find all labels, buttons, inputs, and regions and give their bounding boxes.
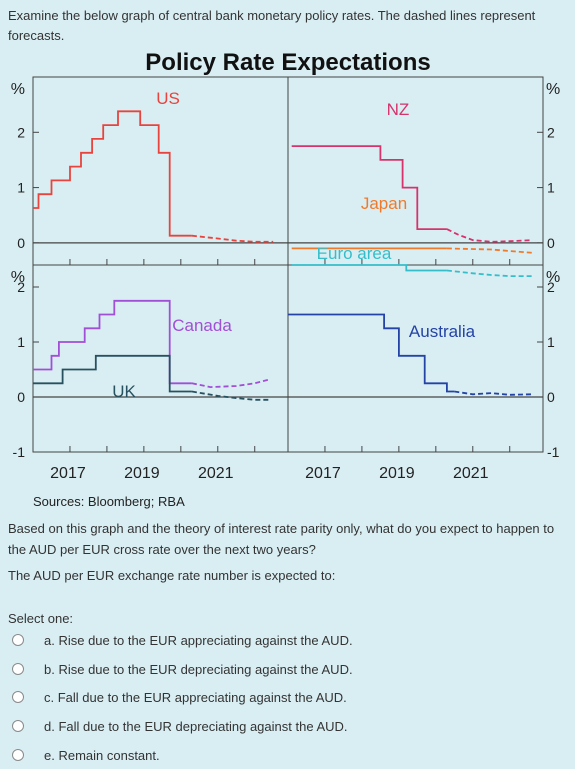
radio-button[interactable] bbox=[12, 691, 24, 703]
chart-source: Sources: Bloomberg; RBA bbox=[33, 494, 185, 509]
y-tick-label: -1 bbox=[13, 444, 26, 460]
series-line-euro-area bbox=[291, 264, 447, 272]
series-forecast-canada bbox=[191, 378, 270, 389]
answer-option-label: c. Fall due to the EUR appreciating agai… bbox=[44, 689, 347, 705]
series-label-australia: Australia bbox=[409, 322, 476, 341]
question-intro: Examine the below graph of central bank … bbox=[8, 8, 536, 43]
answer-option-d[interactable]: d. Fall due to the EUR depreciating agai… bbox=[12, 715, 348, 737]
radio-button[interactable] bbox=[12, 634, 24, 646]
answer-option-a[interactable]: a. Rise due to the EUR appreciating agai… bbox=[12, 629, 353, 651]
radio-button[interactable] bbox=[12, 720, 24, 732]
y-tick-label: 0 bbox=[547, 389, 555, 405]
y-tick-label: 0 bbox=[17, 389, 25, 405]
series-forecast-japan bbox=[446, 247, 532, 254]
series-label-nz: NZ bbox=[387, 100, 410, 119]
panel-top-right: 0 1 2 NZ Japan Euro area bbox=[287, 100, 555, 278]
y-axis-unit-right: % bbox=[546, 269, 560, 286]
series-line-canada bbox=[33, 299, 192, 385]
y-tick-label: 0 bbox=[17, 235, 25, 251]
series-forecast-euro-area bbox=[446, 269, 532, 278]
select-one-label: Select one: bbox=[8, 611, 74, 626]
answer-option-b[interactable]: b. Rise due to the EUR depreciating agai… bbox=[12, 658, 353, 680]
series-forecast-nz bbox=[446, 228, 532, 243]
answer-option-c[interactable]: c. Fall due to the EUR appreciating agai… bbox=[12, 686, 347, 708]
series-line-uk bbox=[33, 354, 192, 393]
answer-option-label: e. Remain constant. bbox=[44, 747, 160, 763]
y-tick-label: 1 bbox=[547, 334, 555, 350]
panel-bottom-right: -1 0 1 2 Australia 2017 2019 2021 bbox=[287, 279, 560, 482]
x-tick-label: 2017 bbox=[305, 465, 341, 482]
y-tick-label: 2 bbox=[547, 279, 555, 295]
y-tick-label: 1 bbox=[17, 180, 25, 196]
x-tick-label: 2017 bbox=[50, 465, 86, 482]
series-forecast-uk bbox=[191, 390, 270, 401]
y-tick-label: 2 bbox=[17, 124, 25, 140]
x-tick-label: 2021 bbox=[198, 465, 234, 482]
y-tick-label: 1 bbox=[547, 180, 555, 196]
series-line-australia bbox=[288, 313, 455, 393]
y-axis-unit-right: % bbox=[546, 81, 560, 98]
x-tick-label: 2019 bbox=[124, 465, 160, 482]
series-label-japan: Japan bbox=[361, 194, 407, 213]
x-tick-label: 2021 bbox=[453, 465, 489, 482]
y-axis-unit-left: % bbox=[11, 81, 25, 98]
y-tick-label: 2 bbox=[17, 279, 25, 295]
series-label-uk: UK bbox=[112, 382, 136, 401]
y-axis-unit-left: % bbox=[11, 269, 25, 286]
series-line-nz bbox=[291, 145, 447, 231]
question-body: Based on this graph and the theory of in… bbox=[8, 521, 555, 557]
question-prompt: The AUD per EUR exchange rate number is … bbox=[8, 568, 336, 583]
answer-option-e[interactable]: e. Remain constant. bbox=[12, 744, 160, 766]
radio-button[interactable] bbox=[12, 663, 24, 675]
panel-bottom-left: -1 0 1 2 Canada UK 2017 2019 2021 bbox=[13, 279, 288, 482]
y-tick-label: 2 bbox=[547, 124, 555, 140]
y-tick-label: 1 bbox=[17, 334, 25, 350]
series-line-us bbox=[33, 110, 192, 237]
chart-title: Policy Rate Expectations bbox=[145, 49, 430, 76]
answer-option-label: a. Rise due to the EUR appreciating agai… bbox=[44, 632, 353, 648]
series-label-us: US bbox=[156, 89, 180, 108]
series-forecast-us bbox=[191, 234, 274, 243]
series-forecast-australia bbox=[454, 390, 532, 396]
answer-option-label: b. Rise due to the EUR depreciating agai… bbox=[44, 661, 353, 677]
radio-button[interactable] bbox=[12, 749, 24, 761]
y-tick-label: 0 bbox=[547, 235, 555, 251]
panel-top-left: 0 1 2 US bbox=[17, 89, 288, 265]
y-tick-label: -1 bbox=[547, 444, 560, 460]
answer-option-label: d. Fall due to the EUR depreciating agai… bbox=[44, 718, 348, 734]
series-label-canada: Canada bbox=[172, 316, 232, 335]
series-label-euro-area: Euro area bbox=[317, 244, 392, 263]
x-tick-label: 2019 bbox=[379, 465, 415, 482]
policy-rate-chart: Policy Rate Expectations Sources: Bloomb… bbox=[11, 49, 560, 509]
